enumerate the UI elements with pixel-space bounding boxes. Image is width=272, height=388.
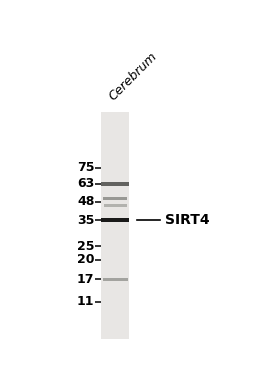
Text: SIRT4: SIRT4 [165, 213, 209, 227]
Text: 35: 35 [77, 214, 94, 227]
Bar [101, 218, 129, 222]
Text: 11: 11 [77, 295, 94, 308]
Bar [103, 277, 128, 281]
Text: 48: 48 [77, 196, 94, 208]
Text: 75: 75 [77, 161, 94, 175]
Text: 20: 20 [77, 253, 94, 267]
Text: 25: 25 [77, 240, 94, 253]
Text: 17: 17 [77, 273, 94, 286]
Bar [103, 197, 128, 199]
Bar [101, 112, 129, 340]
Bar [101, 182, 129, 186]
Text: Cerebrum: Cerebrum [106, 50, 159, 103]
Bar [104, 204, 127, 206]
Text: 63: 63 [77, 177, 94, 190]
